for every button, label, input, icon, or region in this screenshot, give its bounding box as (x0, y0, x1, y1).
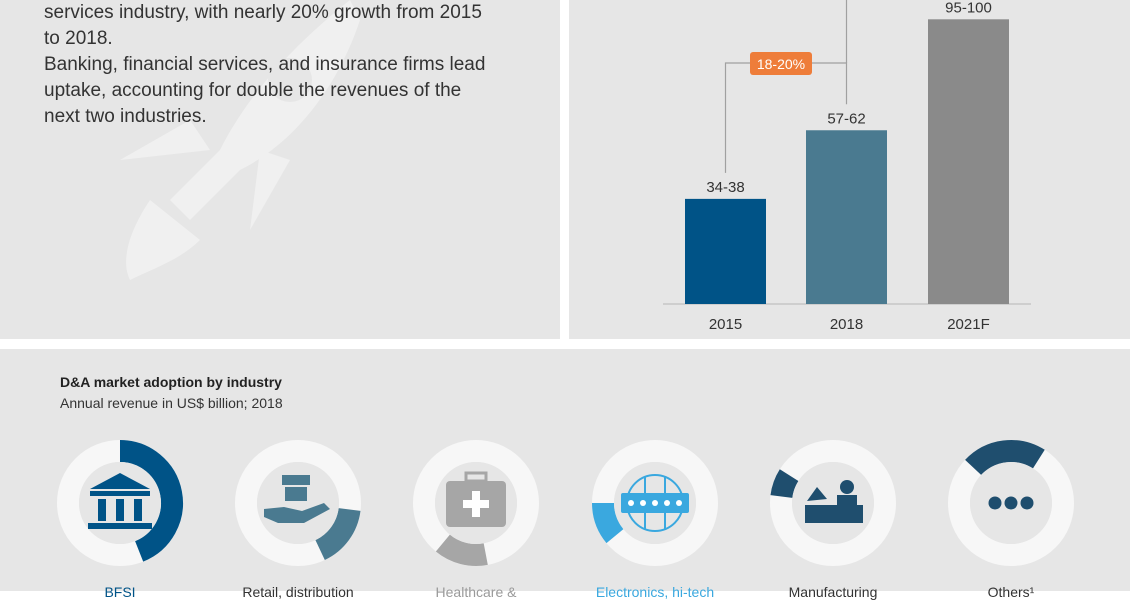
industry-adoption-panel (0, 349, 1130, 591)
growth-badge-label: 18-20% (757, 56, 805, 72)
donut-segment (314, 507, 361, 561)
factory-worker-icon (805, 480, 863, 523)
donut-retail-hand (235, 440, 361, 566)
revenue-bar-chart: 34-38 2015 57-62 2018 95-100 2021F 18-20% (663, 0, 1031, 333)
revenue-chart-panel: 34-38 2015 57-62 2018 95-100 2021F 18-20% (569, 0, 1130, 339)
medical-kit-icon (446, 471, 506, 527)
donut-track (770, 440, 896, 566)
intro-text-line: services industry, with nearly 20% growt… (44, 2, 482, 23)
intro-text-line: to 2018. (44, 28, 113, 49)
industry-section-title: D&A market adoption by industry (60, 374, 282, 390)
bar-2021F (928, 19, 1009, 305)
x-tick-label: 2021F (947, 316, 990, 333)
bar-value-label: 34-38 (706, 179, 744, 196)
x-tick-label: 2015 (709, 316, 742, 333)
bar-value-label: 57-62 (827, 110, 865, 127)
industry-label: BFSI (104, 584, 136, 600)
donut-bank (57, 440, 183, 566)
bank-icon (88, 473, 152, 529)
retail-hand-icon (264, 475, 330, 523)
bar-2018 (806, 130, 887, 304)
circuit-chip-icon (621, 474, 689, 532)
donut-track (235, 440, 361, 566)
industry-label: Healthcare & (435, 584, 517, 600)
rocket-watermark-icon (120, 0, 360, 280)
donut-segment (435, 534, 488, 566)
donut-center (792, 462, 874, 544)
intro-text-line: Banking, financial services, and insuran… (44, 54, 486, 75)
donut-circuit-chip (592, 440, 718, 566)
bar-2015 (685, 198, 766, 304)
x-tick-label: 2018 (830, 316, 863, 333)
donut-segment (770, 469, 799, 499)
industry-label: Manufacturing (788, 584, 878, 600)
industry-label: Retail, distribution (242, 584, 354, 600)
summary-panel: services industry, with nearly 20% growt… (0, 0, 560, 339)
industry-label: Others¹ (987, 584, 1035, 600)
donut-factory-worker (770, 440, 896, 566)
industry-section-subtitle: Annual revenue in US$ billion; 2018 (60, 395, 283, 411)
bar-value-label: 95-100 (945, 0, 992, 16)
donut-segment (592, 502, 624, 544)
industry-label: Electronics, hi-tech (595, 584, 715, 600)
donut-more-dots (948, 440, 1074, 566)
intro-text-line: uptake, accounting for double the revenu… (44, 80, 462, 101)
intro-text-line: next two industries. (44, 106, 207, 127)
more-dots-icon (988, 496, 1034, 510)
donut-segment (965, 440, 1045, 476)
donut-center (257, 462, 339, 544)
donut-segment (119, 440, 183, 562)
donut-medical-kit (413, 440, 539, 566)
growth-badge (750, 52, 812, 75)
